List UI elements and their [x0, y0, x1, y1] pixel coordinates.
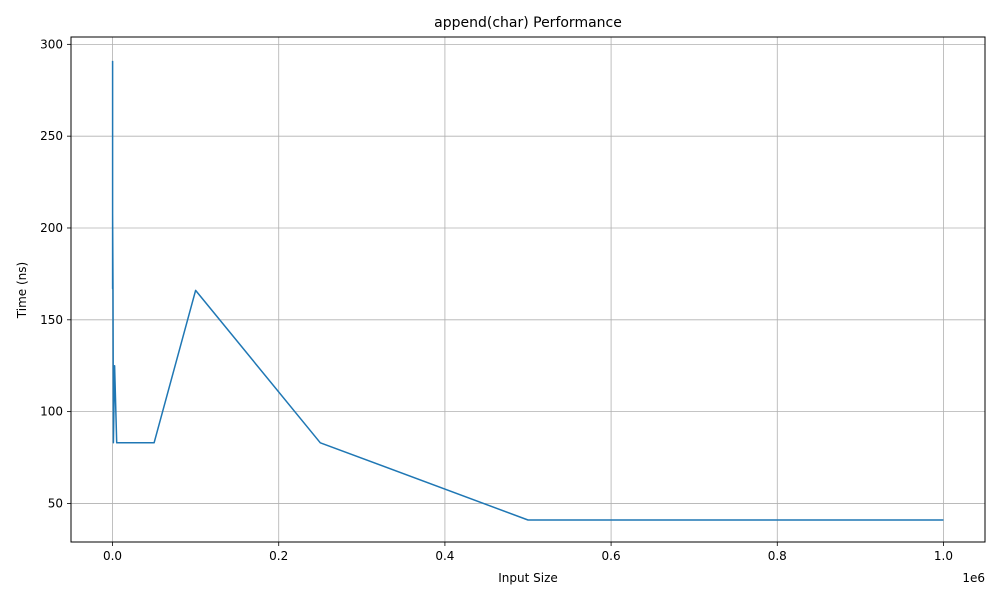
x-tick-label: 0.6	[602, 549, 621, 563]
y-axis: 50 100 150 200 250 300	[40, 37, 71, 510]
grid	[71, 37, 985, 542]
series-line	[111, 60, 944, 521]
y-axis-label: Time (ns)	[15, 262, 29, 319]
x-tick-label: 0.0	[103, 549, 122, 563]
y-tick-label: 100	[40, 405, 63, 419]
y-tick-label: 50	[48, 496, 63, 510]
x-tick-label: 0.4	[435, 549, 454, 563]
x-axis-offset-text: 1e6	[962, 571, 985, 585]
axes-frame	[70, 36, 986, 543]
x-axis: 0.0 0.2 0.4 0.6 0.8 1.0	[103, 542, 953, 563]
y-tick-label: 250	[40, 129, 63, 143]
plot-area	[111, 60, 944, 521]
y-tick-label: 200	[40, 221, 63, 235]
x-axis-label: Input Size	[498, 571, 558, 585]
x-tick-label: 0.2	[269, 549, 288, 563]
y-tick-label: 150	[40, 313, 63, 327]
x-tick-label: 1.0	[934, 549, 953, 563]
y-tick-label: 300	[40, 37, 63, 51]
x-tick-label: 0.8	[768, 549, 787, 563]
chart-title: append(char) Performance	[434, 15, 622, 31]
